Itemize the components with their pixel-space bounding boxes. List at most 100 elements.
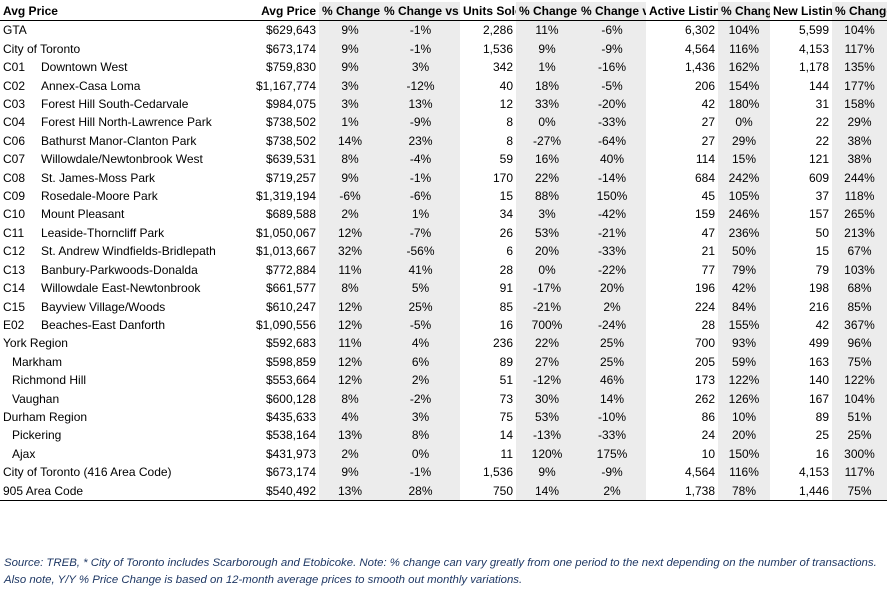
table-row: C12 St. Andrew Windfields-Bridlepath $1,01… <box>0 242 887 261</box>
value-cell: $673,174 <box>265 465 316 480</box>
value-cell: 75% <box>832 481 887 501</box>
value-cell: 22 <box>815 133 829 148</box>
value-cell: 13% <box>319 481 381 501</box>
table-row: Ajax $431,973 2% 0% 11 120% 175% 10 150% 16 300% <box>0 444 887 464</box>
value-cell: -1% <box>381 463 460 482</box>
value-cell: 42 <box>701 97 715 112</box>
value-cell: 38% <box>832 131 887 151</box>
value-cell: 3% <box>319 95 381 114</box>
value-cell: $689,588 <box>265 207 316 222</box>
value-cell: 21 <box>701 244 715 259</box>
value-cell: -6% <box>578 20 646 40</box>
value-cell: -13% <box>516 426 578 445</box>
value-cell: 150% <box>578 187 646 206</box>
value-cell: 9% <box>516 39 578 59</box>
value-cell: 53% <box>516 407 578 427</box>
value-cell: 2% <box>319 444 381 464</box>
value-cell: -16% <box>578 58 646 77</box>
value-cell: 6 <box>506 244 513 259</box>
value-cell: 262 <box>694 391 715 406</box>
value-cell: $431,973 <box>265 446 316 461</box>
value-cell: 0% <box>516 260 578 280</box>
value-cell: 4,153 <box>798 465 829 480</box>
value-cell: 4% <box>319 407 381 427</box>
area-cell: City of Toronto (416 Area Code) <box>0 463 241 481</box>
value-cell: 3% <box>516 205 578 224</box>
area-name: 905 Area Code <box>3 483 84 498</box>
value-cell: 244% <box>832 168 887 188</box>
value-cell: 150% <box>718 444 770 464</box>
value-cell: 12% <box>319 352 381 372</box>
table-row: Vaughan $600,128 8% -2% 73 30% 14% 262 126% 167 10… <box>0 389 887 408</box>
value-cell: 104% <box>832 389 887 408</box>
area-name: Pickering <box>12 428 62 443</box>
value-cell: 42% <box>718 279 770 298</box>
value-cell: $538,164 <box>265 428 316 443</box>
district-code: C07 <box>3 152 26 167</box>
value-cell: $435,633 <box>265 409 316 424</box>
value-cell: 6% <box>381 352 460 372</box>
value-cell: 24 <box>701 428 715 443</box>
value-cell: 140 <box>808 373 829 388</box>
table-row: GTA $629,643 9% -1% 2,286 11% -6% 6,302 104% 5,59… <box>0 20 887 40</box>
value-cell: 46% <box>578 371 646 390</box>
source-note: Source: TREB, * City of Toronto includes… <box>4 557 877 586</box>
value-cell: 5,599 <box>798 23 829 38</box>
value-cell: 2% <box>578 297 646 316</box>
value-cell: 41% <box>381 260 460 280</box>
value-cell: 14% <box>319 131 381 151</box>
area-name: GTA <box>3 23 27 38</box>
value-cell: -7% <box>381 223 460 243</box>
value-cell: $1,319,194 <box>255 189 316 204</box>
area-name: Forest Hill South-Cedarvale <box>41 97 189 112</box>
value-cell: 114 <box>695 152 715 167</box>
value-cell: $1,013,667 <box>255 244 316 259</box>
area-cell: City of Toronto <box>0 40 241 58</box>
district-code: C14 <box>3 281 26 296</box>
value-cell: $540,492 <box>241 481 319 501</box>
value-cell: 750 <box>460 481 516 501</box>
value-cell: 0% <box>718 113 770 132</box>
value-cell: -33% <box>578 426 646 445</box>
value-cell: 51 <box>499 373 513 388</box>
column-header: % Change Y/Y <box>718 2 770 22</box>
value-cell: -12% <box>381 76 460 96</box>
column-header: Avg Price <box>0 2 241 22</box>
value-cell: 27 <box>701 133 715 148</box>
value-cell: 499 <box>808 336 829 351</box>
value-cell: 78% <box>718 481 770 501</box>
value-cell: 9% <box>319 20 381 40</box>
table-row: 905 Area Code $540,492 13% 28% 750 14% 2% 1,738… <box>0 481 887 501</box>
value-cell: 154% <box>718 76 770 96</box>
value-cell: 5% <box>381 279 460 298</box>
value-cell: 27% <box>516 352 578 372</box>
value-cell: -42% <box>578 205 646 224</box>
value-cell: 88% <box>516 187 578 206</box>
value-cell: 120% <box>516 444 578 464</box>
value-cell: 12% <box>319 315 381 335</box>
value-cell: 2% <box>381 371 460 390</box>
value-cell: $592,683 <box>265 336 316 351</box>
value-cell: 11% <box>319 260 381 280</box>
area-cell: Durham Region <box>0 408 241 426</box>
value-cell: 242% <box>718 168 770 188</box>
value-cell: 42 <box>815 317 829 332</box>
table-row: City of Toronto $673,174 9% -1% 1,536 9% -9% 4,… <box>0 39 887 59</box>
district-code: E02 <box>3 317 25 332</box>
area-name: St. Andrew Windfields-Bridlepath <box>41 244 216 259</box>
value-cell: -4% <box>381 150 460 169</box>
area-cell: C14 Willowdale East-Newtonbrook <box>0 279 241 297</box>
area-cell: York Region <box>0 334 241 352</box>
value-cell: 38% <box>832 150 887 169</box>
value-cell: 28 <box>701 317 715 332</box>
value-cell: 3% <box>319 76 381 96</box>
value-cell: $1,167,774 <box>255 78 316 93</box>
area-name: St. James-Moss Park <box>41 170 156 185</box>
value-cell: -1% <box>381 168 460 188</box>
value-cell: 22% <box>516 168 578 188</box>
area-cell: Vaughan <box>0 390 241 408</box>
value-cell: 26 <box>499 225 513 240</box>
district-code: C13 <box>3 262 26 277</box>
value-cell: $673,174 <box>265 41 316 56</box>
value-cell: -1% <box>381 20 460 40</box>
